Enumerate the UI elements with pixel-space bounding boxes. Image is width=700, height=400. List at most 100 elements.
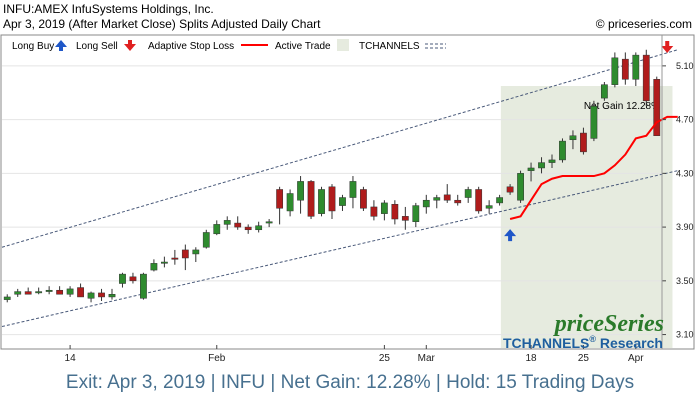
adaptive-stop-loss [509,115,678,220]
copyright-text: © priceseries.com [595,17,692,31]
candle-body-24 [255,225,263,231]
chart-area: Net Gain 12.28% 14 Feb 25 Mar 18 25 Apr 3.10 3.… [0,34,700,369]
candle-body-47 [496,197,504,204]
brand-sub: TCHANNELS® Research [503,334,663,351]
candle-body-35 [370,206,378,217]
candle-body-37 [391,203,399,220]
y-tick-label-0: 3.10 [676,330,694,340]
candle-body-23 [244,226,252,231]
candle-body-36 [380,202,388,214]
x-tick-label-5: 25 [578,353,590,364]
candle-body-49 [517,173,524,201]
candle-body-44 [464,189,472,198]
legend-bg [4,38,444,56]
candle-body-0 [3,296,11,300]
brand-sub-reg: ® [589,334,596,344]
candle-body-21 [223,220,231,225]
chart-title: INFU:AMEX InfuSystems Holdings, Inc. [3,2,214,16]
net-gain-label: Net Gain 12.28% [584,101,660,112]
long-buy-arrow-icon [55,40,67,51]
active-trade-rect [500,86,673,348]
footer-summary: Exit: Apr 3, 2019 | INFU | Net Gain: 12.… [65,372,635,393]
brand-sub-research: Research [596,335,663,351]
candle-body-2 [24,291,32,295]
candle-body-13 [140,273,147,299]
x-tick-label-6: Apr [628,353,644,364]
candle-body-29 [307,181,315,217]
x-tick-label-0: 14 [65,353,77,364]
long-sell-marker [661,41,674,54]
candlestick-chart: Net Gain 12.28% 14 Feb 25 Mar 18 25 Apr 3.103.… [0,34,698,364]
stop-loss-line [509,115,678,220]
y-tick-label-3: 4.30 [676,168,694,178]
candle-body-8 [87,292,95,299]
legend: Long Buy Long Sell Adaptive Stop Loss Ac… [4,38,446,56]
chart-subtitle: Apr 3, 2019 (After Market Close) Splits … [3,17,321,31]
candle-body-5 [56,289,64,295]
candle-body-32 [339,197,346,206]
candle-body-4 [45,289,53,292]
candle-body-50 [527,167,535,171]
candle-body-53 [559,140,566,161]
legend-tchannels: TCHANNELS [359,41,420,52]
candle-body-54 [569,135,577,141]
candle-body-6 [66,288,74,295]
candle-body-7 [77,287,84,298]
candle-body-1 [14,291,22,295]
brand-sub-main: TCHANNELS [503,335,589,351]
candle-body-56 [590,105,598,139]
net-gain-box: Net Gain 12.28% [584,101,660,112]
trade-arrows [504,41,674,242]
candle-body-31 [328,186,336,212]
candle-body-45 [475,189,483,212]
candle-body-59 [621,58,629,80]
legend-long-buy: Long Buy [12,41,54,52]
candle-body-17 [181,249,189,259]
legend-adaptive-stop: Adaptive Stop Loss [148,41,234,52]
candle-body-33 [349,181,357,198]
candle-body-38 [401,216,409,221]
candle-body-19 [202,232,210,248]
x-axis: 14 Feb 25 Mar 18 25 Apr [65,345,644,364]
x-tick-label-3: Mar [418,353,436,364]
candle-body-60 [632,54,640,80]
candle-body-22 [234,222,242,228]
candle-body-57 [600,84,608,99]
legend-active-swatch [337,39,349,51]
candle-body-41 [433,197,441,201]
candle-body-14 [150,263,158,271]
candle-body-27 [286,193,294,212]
long-sell-arrow-icon [124,40,136,51]
channel-lower [1,170,678,327]
y-tick-label-4: 4.70 [676,115,694,125]
x-tick-label-4: 18 [525,353,537,364]
candle-body-30 [318,189,325,214]
candle-body-39 [412,205,420,222]
candle-body-40 [422,199,430,208]
candle-body-62 [653,79,661,136]
active-trade-region [500,86,673,348]
y-axis: 3.10 3.50 3.90 4.30 4.70 5.10 [661,35,694,349]
candle-body-9 [98,292,105,298]
candle-body-18 [192,249,200,255]
y-axis-grid [2,65,662,336]
candle-body-25 [265,221,273,224]
candle-body-52 [548,159,556,163]
y-tick-label-1: 3.50 [676,276,694,286]
candle-body-43 [454,199,462,204]
candle-body-20 [213,224,221,235]
candle-body-34 [360,189,367,209]
right-gutter [696,35,698,349]
x-tick-label-2: 25 [379,353,391,364]
candle-body-58 [611,57,619,85]
candle-body-16 [171,257,179,260]
candle-body-46 [485,205,493,209]
candle-body-48 [506,186,514,193]
long-buy-marker [504,229,517,242]
legend-active-trade: Active Trade [275,41,331,52]
y-tick-label-2: 3.90 [676,222,694,232]
candles [3,49,661,303]
tchannels-lines [1,49,678,327]
candle-body-10 [108,294,116,298]
candle-body-28 [297,181,304,201]
